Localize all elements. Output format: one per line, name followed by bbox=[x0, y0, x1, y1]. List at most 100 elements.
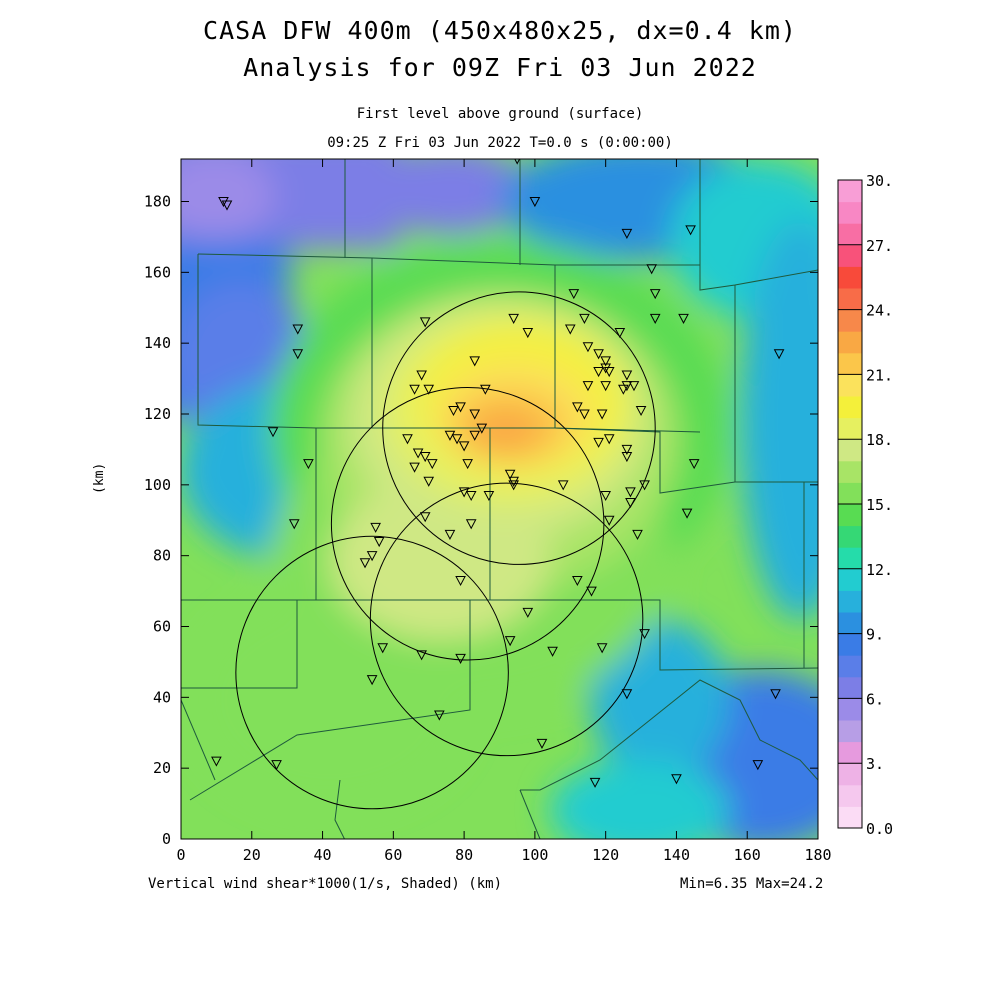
station-marker bbox=[288, 519, 300, 530]
colorbar-swatch bbox=[838, 612, 862, 635]
x-axis: 0 20 40 60 80 100 120 140 160 180 bbox=[176, 159, 832, 864]
radar-circle bbox=[369, 482, 644, 757]
x-tick-label: 180 bbox=[804, 846, 831, 864]
station-marker bbox=[412, 448, 424, 459]
station-marker bbox=[621, 689, 633, 700]
colorbar-swatch bbox=[838, 266, 862, 289]
colorbar-swatch bbox=[838, 547, 862, 570]
colorbar-swatch bbox=[838, 482, 862, 505]
colorbar-label: 6. bbox=[866, 690, 884, 708]
station-marker bbox=[444, 430, 456, 441]
station-marker bbox=[593, 367, 604, 378]
chart-timestamp: 09:25 Z Fri 03 Jun 2022 T=0.0 s (0:00:00… bbox=[327, 135, 673, 151]
colorbar-swatch bbox=[838, 806, 862, 829]
station-marker bbox=[448, 405, 459, 417]
colorbar-label: 15. bbox=[866, 496, 893, 514]
x-tick-label: 40 bbox=[314, 846, 332, 864]
station-marker bbox=[409, 384, 420, 395]
x-tick-label: 80 bbox=[455, 846, 473, 864]
y-tick-label: 160 bbox=[144, 263, 171, 281]
colorbar-swatch bbox=[838, 633, 862, 656]
y-tick-label: 40 bbox=[153, 688, 171, 706]
station-marker bbox=[366, 551, 378, 562]
y-tick-label: 120 bbox=[144, 405, 171, 423]
x-tick-label: 20 bbox=[243, 846, 261, 864]
colorbar-label: 18. bbox=[866, 431, 893, 449]
x-tick-label: 120 bbox=[592, 846, 619, 864]
station-marker bbox=[557, 480, 569, 491]
station-marker bbox=[370, 522, 381, 533]
station-marker bbox=[603, 515, 615, 526]
colorbar-swatch bbox=[838, 504, 862, 527]
colorbar-swatch bbox=[838, 331, 862, 354]
colorbar-swatch bbox=[838, 244, 862, 267]
station-marker bbox=[568, 289, 580, 300]
station-marker bbox=[423, 384, 435, 395]
station-marker bbox=[770, 689, 781, 700]
y-tick-label: 60 bbox=[153, 618, 171, 636]
chart-title-line2: Analysis for 09Z Fri 03 Jun 2022 bbox=[243, 53, 757, 82]
station-marker bbox=[646, 264, 658, 275]
radar-circle bbox=[235, 535, 509, 810]
station-marker bbox=[600, 356, 611, 367]
station-marker bbox=[603, 367, 615, 378]
colorbar-swatch bbox=[838, 352, 862, 375]
colorbar-swatch bbox=[838, 676, 862, 699]
station-marker bbox=[600, 490, 611, 502]
y-tick-label: 20 bbox=[153, 759, 171, 777]
station-marker bbox=[621, 381, 633, 392]
colorbar-swatch bbox=[838, 784, 862, 807]
station-markers bbox=[211, 159, 785, 788]
station-marker bbox=[678, 313, 689, 324]
radar-coverage bbox=[235, 291, 656, 810]
colorbar-label: 0.0 bbox=[866, 820, 893, 838]
station-marker bbox=[465, 490, 477, 502]
station-marker bbox=[455, 575, 466, 587]
colorbar-label: 9. bbox=[866, 626, 884, 644]
station-marker bbox=[639, 629, 650, 640]
station-marker bbox=[469, 356, 481, 367]
station-marker bbox=[508, 480, 519, 491]
station-marker bbox=[681, 508, 693, 519]
station-marker bbox=[458, 487, 470, 498]
station-marker bbox=[547, 646, 558, 657]
colorbar-swatch bbox=[838, 417, 862, 440]
station-marker bbox=[589, 777, 601, 788]
station-marker bbox=[267, 427, 279, 438]
station-marker bbox=[625, 487, 636, 498]
station-marker bbox=[508, 476, 519, 487]
station-marker bbox=[773, 349, 785, 360]
station-marker bbox=[444, 529, 456, 540]
station-marker bbox=[373, 537, 385, 548]
station-marker bbox=[600, 363, 611, 374]
station-marker bbox=[409, 462, 420, 473]
station-marker bbox=[218, 197, 229, 208]
station-marker bbox=[359, 558, 371, 569]
colorbar-swatch bbox=[838, 288, 862, 311]
colorbar-swatch bbox=[838, 460, 862, 483]
station-marker bbox=[451, 434, 463, 445]
station-marker bbox=[529, 197, 541, 208]
station-marker bbox=[402, 434, 413, 445]
station-marker bbox=[419, 317, 431, 328]
colorbar-swatch bbox=[838, 741, 862, 764]
station-marker bbox=[303, 459, 314, 470]
station-marker bbox=[593, 437, 604, 448]
station-marker bbox=[462, 459, 473, 470]
station-marker bbox=[621, 452, 633, 463]
colorbar-swatch bbox=[838, 374, 862, 397]
x-tick-label: 0 bbox=[176, 846, 185, 864]
y-tick-label: 80 bbox=[153, 547, 171, 565]
station-marker bbox=[480, 384, 491, 395]
colorbar-swatch bbox=[838, 655, 862, 678]
station-marker bbox=[600, 381, 611, 392]
station-marker bbox=[423, 476, 435, 487]
station-marker bbox=[639, 480, 650, 491]
station-marker bbox=[564, 324, 576, 335]
station-marker bbox=[504, 469, 516, 480]
station-marker bbox=[476, 423, 488, 434]
station-marker bbox=[632, 529, 643, 540]
station-marker bbox=[419, 512, 431, 523]
y-tick-label: 100 bbox=[144, 476, 171, 494]
